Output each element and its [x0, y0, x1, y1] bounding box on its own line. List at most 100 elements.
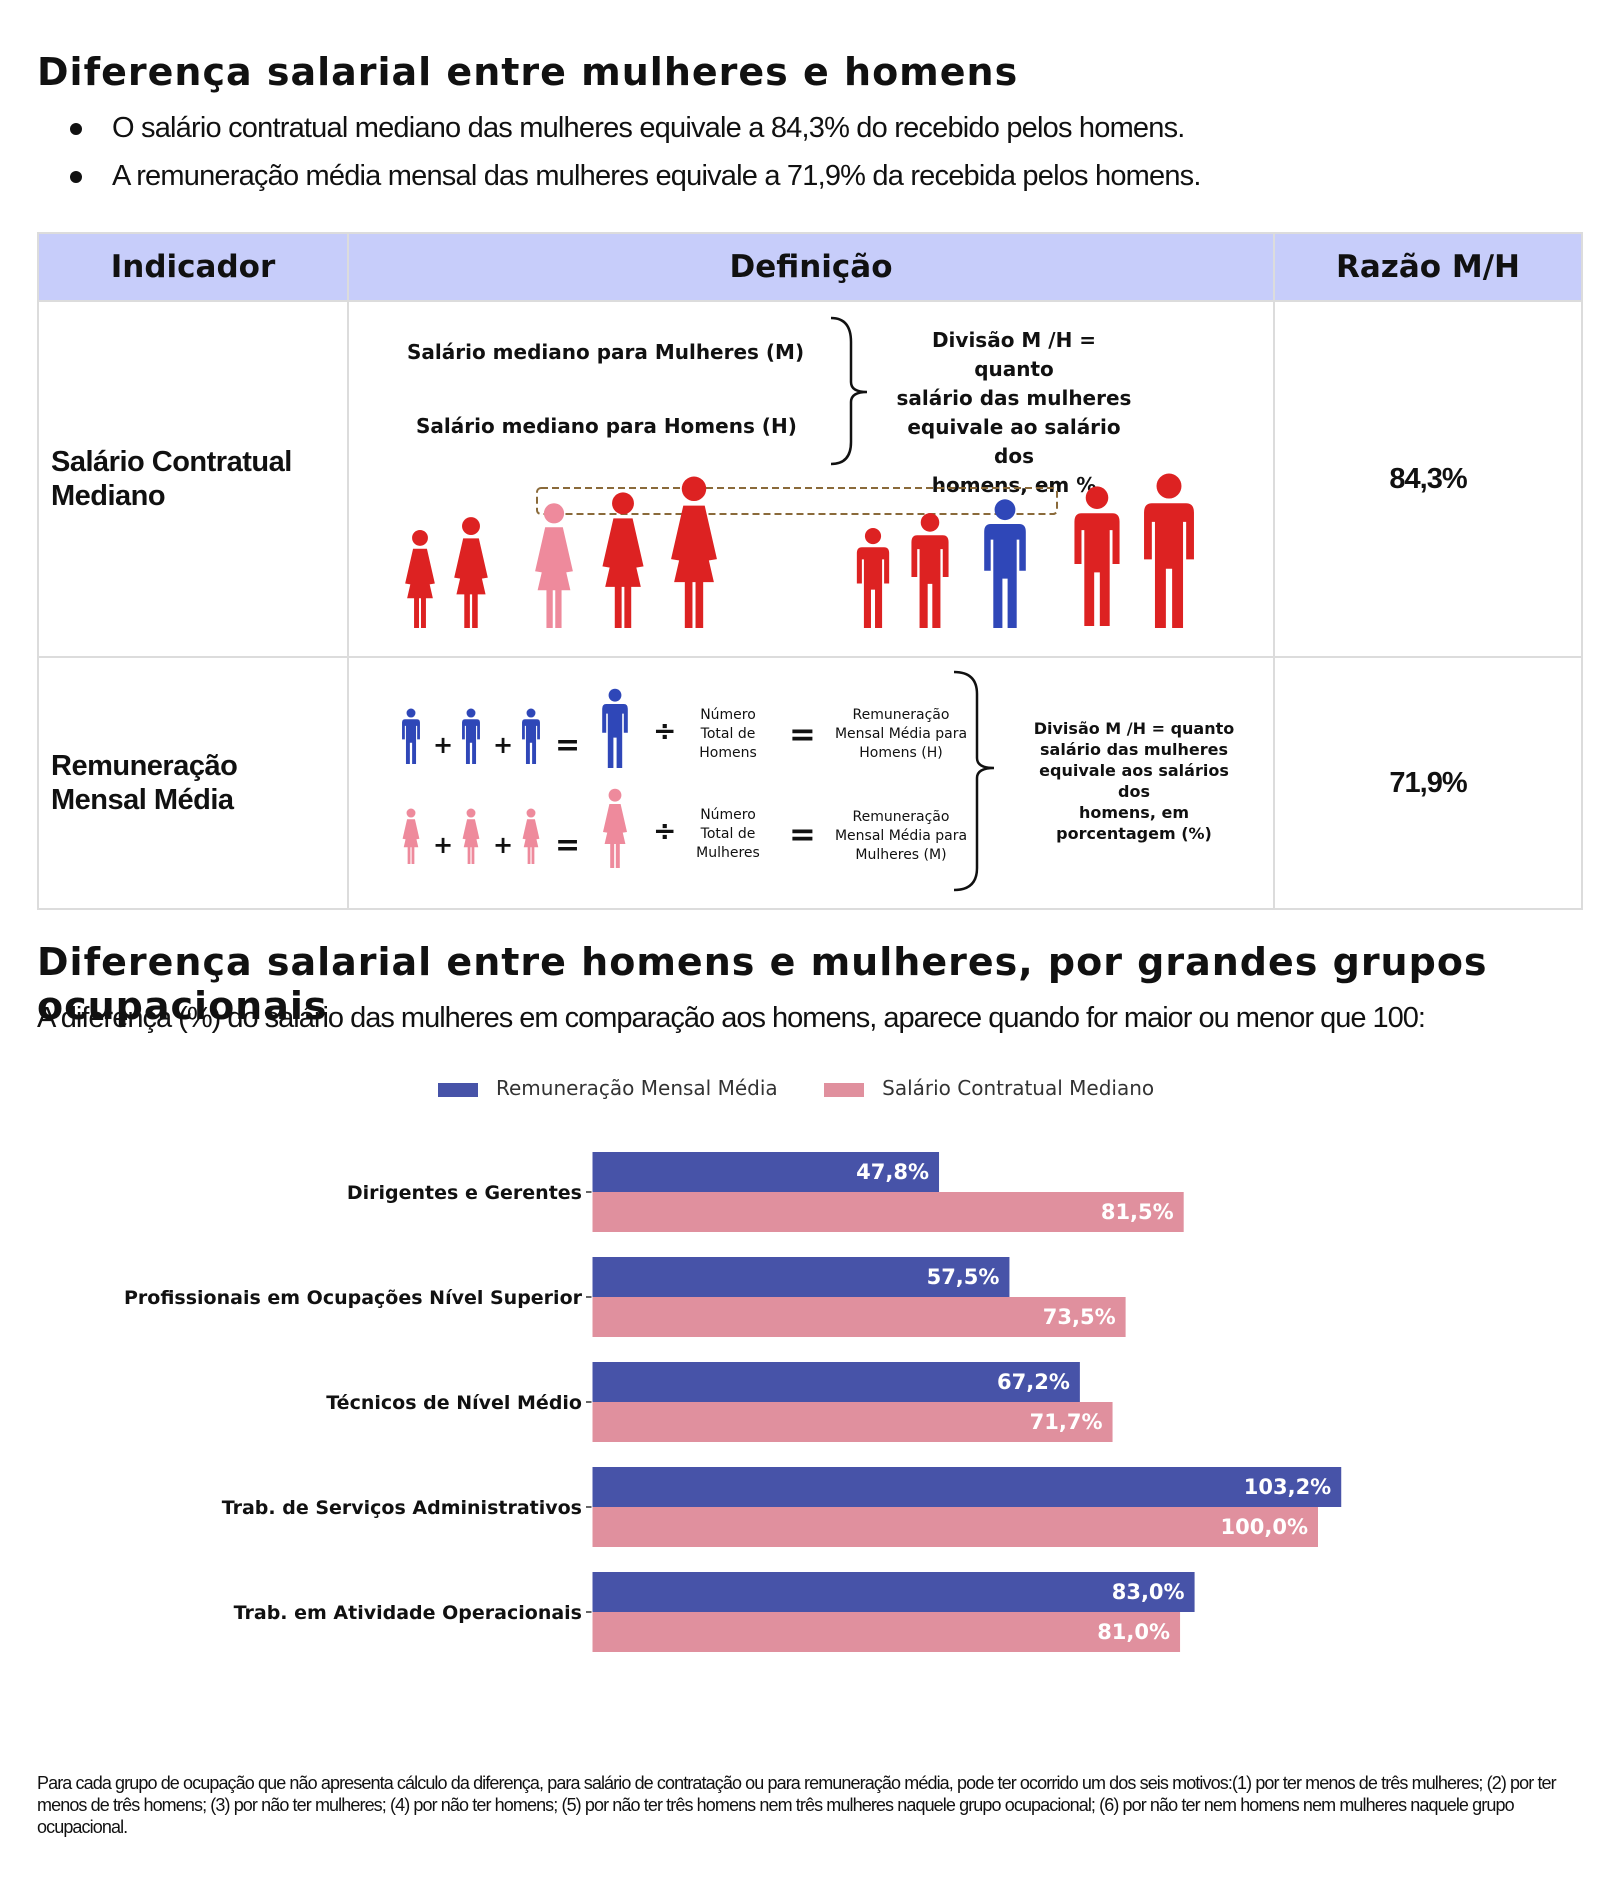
division-line: equivale ao salário dos	[907, 415, 1121, 468]
woman-icon	[462, 808, 480, 864]
average-people-illustration: + + = ÷ = + +	[402, 670, 995, 892]
man-icon	[522, 708, 540, 764]
ratio-cell: 71,9%	[1273, 656, 1583, 910]
man-median-icon	[984, 499, 1026, 628]
bullet-item: A remuneração média mensal das mulheres …	[70, 160, 1201, 193]
man-icon	[1074, 486, 1120, 626]
data-label: 67,2%	[997, 1370, 1070, 1394]
data-label: 103,2%	[1244, 1475, 1331, 1499]
divide-icon: ÷	[653, 814, 676, 847]
bar	[592, 1257, 1010, 1297]
plus-icon: +	[493, 731, 513, 759]
woman-icon	[454, 517, 488, 628]
text-line: Homens	[699, 745, 757, 761]
median-people-illustration	[405, 473, 1194, 628]
indicator-label: Mensal Média	[51, 784, 234, 816]
data-label: 47,8%	[856, 1160, 929, 1184]
data-label: 83,0%	[1112, 1580, 1185, 1604]
division-line: Divisão M /H = quanto	[931, 328, 1097, 381]
header-definition: Definição	[347, 232, 1275, 302]
indicator-label: Remuneração	[51, 750, 238, 782]
woman-icon	[671, 476, 717, 628]
man-icon	[602, 688, 628, 768]
division-line: homens, em	[1079, 803, 1189, 822]
bar	[592, 1612, 1181, 1652]
indicator-label: Salário Contratual	[51, 446, 292, 478]
man-icon	[462, 708, 480, 764]
table-header-row: Indicador Definição Razão M/H	[37, 232, 1583, 302]
women-average-text: Remuneração Mensal Média para Mulheres (…	[827, 808, 975, 865]
definition-cell: Salário mediano para Mulheres (M) Salári…	[347, 300, 1275, 658]
header-indicator: Indicador	[37, 232, 349, 302]
curly-brace-icon	[830, 316, 868, 466]
text-line: Mulheres (M)	[855, 847, 947, 863]
definition-cell: + + = ÷ = + +	[347, 656, 1275, 910]
table-row: Salário Contratual Mediano Salário media…	[37, 300, 1583, 658]
divide-icon: ÷	[653, 714, 676, 747]
bar	[592, 1572, 1195, 1612]
text-line: Total de	[700, 726, 756, 742]
section2-title: Diferença salarial entre homens e mulher…	[37, 940, 1488, 1028]
category-label: Trab. em Atividade Operacionais	[234, 1602, 582, 1624]
text-line: Total de	[700, 826, 756, 842]
curly-brace-icon	[953, 670, 995, 892]
bar-chart: Dirigentes e Gerentes 47,8% 81,5% Profissio…	[124, 1135, 1342, 1664]
equals-icon: =	[555, 828, 580, 863]
bullet-dot	[70, 123, 82, 136]
bar	[592, 1362, 1080, 1402]
division-line: salário das mulheres	[1040, 740, 1228, 759]
indicator-label: Mediano	[51, 480, 166, 512]
section2-subtitle: A diferença (%) do salário das mulheres …	[37, 1002, 1426, 1034]
text-line: Remuneração	[852, 809, 950, 825]
legend-swatch	[824, 1082, 865, 1097]
category-label: Profissionais em Ocupações Nível Superio…	[124, 1287, 583, 1309]
text-line: Mulheres	[696, 845, 760, 861]
bar	[592, 1152, 940, 1192]
man-icon	[402, 708, 420, 764]
bar	[592, 1192, 1184, 1232]
ratio-cell: 84,3%	[1273, 300, 1583, 658]
equals-icon: =	[789, 715, 816, 753]
men-count-text: Número Total de Homens	[689, 706, 767, 763]
median-women-text: Salário mediano para Mulheres (M)	[407, 340, 805, 364]
legend-label: Salário Contratual Mediano	[882, 1076, 1155, 1100]
man-icon	[856, 528, 890, 628]
text-line: Mensal Média para	[834, 828, 968, 844]
text-line: Homens (H)	[859, 745, 943, 761]
data-label: 57,5%	[927, 1265, 1000, 1289]
division-text-2: Divisão M /H = quanto salário das mulher…	[1009, 718, 1259, 844]
woman-icon	[402, 808, 420, 864]
woman-icon	[602, 492, 644, 628]
data-label: 71,7%	[1030, 1410, 1103, 1434]
data-label: 81,5%	[1101, 1200, 1174, 1224]
text-line: Remuneração	[852, 707, 950, 723]
division-line: equivale aos salários	[1039, 761, 1229, 780]
section1-title: Diferença salarial entre mulheres e home…	[37, 50, 1019, 94]
bar	[592, 1507, 1318, 1547]
bar	[592, 1297, 1126, 1337]
division-line: Divisão M /H = quanto	[1033, 719, 1235, 738]
division-line: homens, em %	[931, 473, 1097, 497]
man-icon	[1144, 473, 1194, 628]
indicator-table: Indicador Definição Razão M/H Salário Co…	[37, 232, 1583, 910]
text-line: Mensal Média para	[834, 726, 968, 742]
median-men-text: Salário mediano para Homens (H)	[416, 414, 797, 438]
chart-legend: Remuneração Mensal Média Salário Contrat…	[438, 1076, 1196, 1100]
bar	[592, 1467, 1342, 1507]
woman-icon	[522, 808, 540, 864]
man-icon	[911, 513, 949, 628]
indicator-cell: Salário Contratual Mediano	[37, 300, 349, 658]
legend-item-blue: Remuneração Mensal Média	[438, 1076, 778, 1100]
data-label: 81,0%	[1097, 1620, 1170, 1644]
division-text-1: Divisão M /H = quanto salário das mulher…	[894, 326, 1134, 500]
woman-icon	[603, 788, 627, 868]
equals-icon: =	[555, 728, 580, 763]
woman-median-icon	[535, 503, 573, 628]
bullet-item: O salário contratual mediano das mulhere…	[70, 112, 1185, 145]
category-label: Trab. de Serviços Administrativos	[222, 1497, 582, 1519]
women-count-text: Número Total de Mulheres	[689, 806, 767, 863]
category-label: Dirigentes e Gerentes	[347, 1182, 582, 1204]
category-label: Técnicos de Nível Médio	[326, 1392, 582, 1414]
equals-icon: =	[789, 815, 816, 853]
legend-label: Remuneração Mensal Média	[496, 1076, 778, 1100]
